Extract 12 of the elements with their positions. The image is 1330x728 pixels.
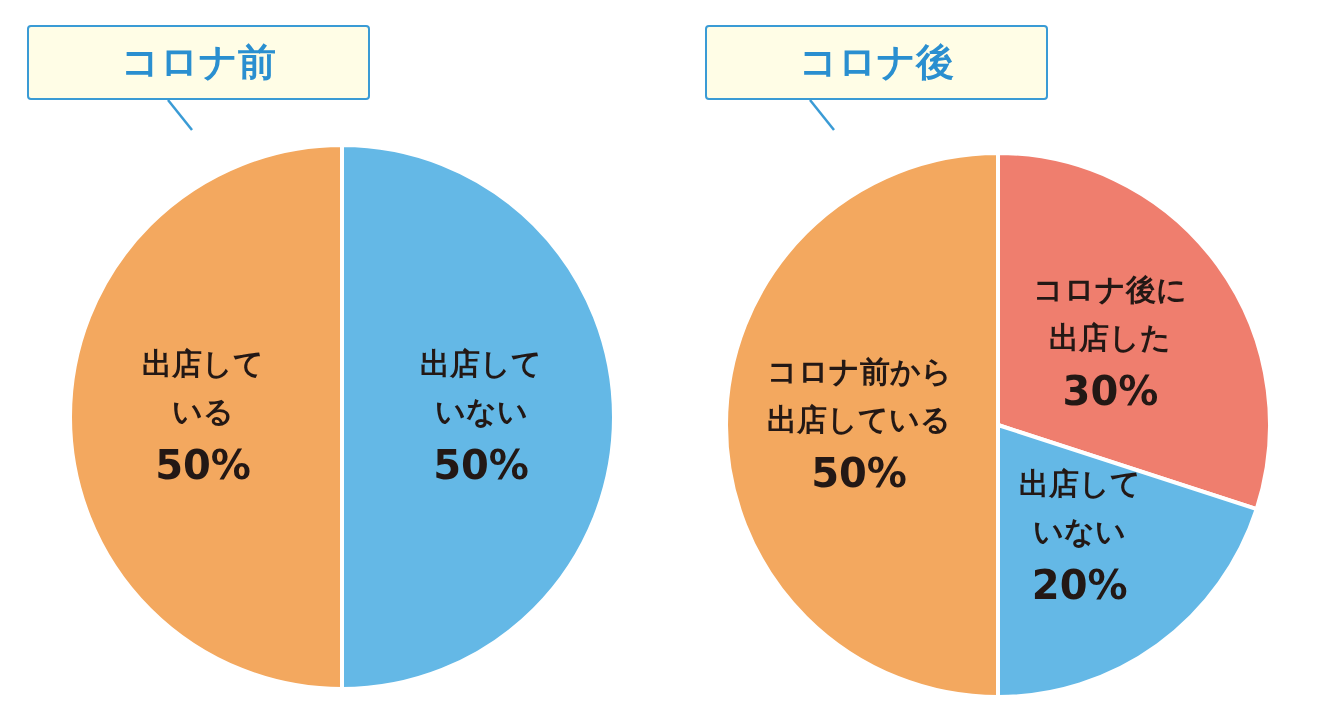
slice-label: 出店している xyxy=(142,345,264,429)
chart-title: コロナ後 xyxy=(705,25,1048,100)
data-label: 30% xyxy=(1062,368,1159,415)
data-label: 50% xyxy=(433,442,529,488)
slice-label: 出店していない xyxy=(1018,465,1141,549)
data-label: 20% xyxy=(1031,562,1128,609)
chart-title: コロナ前 xyxy=(27,25,370,100)
slice-label: コロナ前から出店している xyxy=(766,353,952,437)
data-label: 50% xyxy=(811,450,907,496)
data-label: 50% xyxy=(155,442,251,488)
slice-label: コロナ後に出店した xyxy=(1033,271,1188,355)
slice-label: 出店していない xyxy=(420,345,542,429)
